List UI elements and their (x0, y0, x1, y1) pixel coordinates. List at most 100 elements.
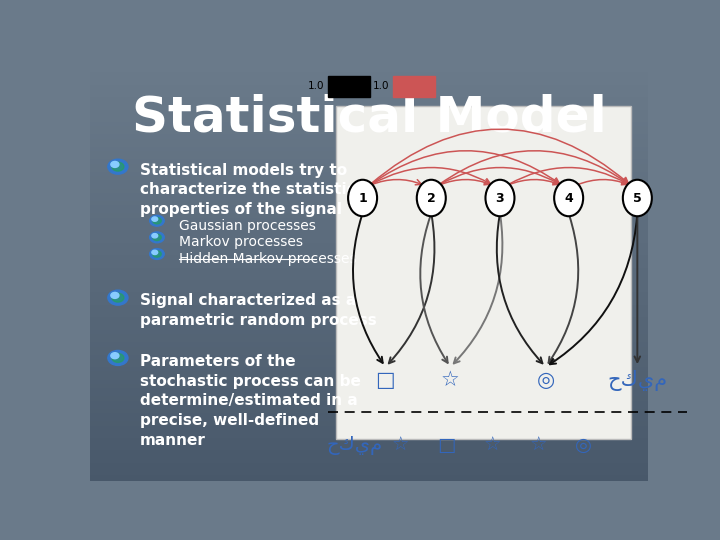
Bar (393, 76, 435, 97)
Bar (90, 331, 648, 335)
Bar (90, 198, 648, 202)
Bar (90, 173, 648, 177)
Bar (90, 148, 648, 152)
Bar (90, 460, 648, 464)
Bar (328, 76, 370, 97)
Bar (90, 277, 648, 281)
Circle shape (111, 161, 119, 167)
Text: ☆: ☆ (529, 436, 547, 455)
Bar (90, 289, 648, 294)
Bar (90, 119, 648, 123)
Circle shape (150, 232, 164, 243)
Bar (90, 65, 648, 69)
Bar (90, 82, 648, 85)
Bar (90, 206, 648, 210)
Bar (90, 348, 648, 352)
Text: □: □ (376, 370, 395, 390)
Circle shape (111, 292, 119, 299)
Bar (90, 152, 648, 156)
Bar (90, 181, 648, 185)
Bar (90, 310, 648, 314)
Bar (90, 435, 648, 439)
Bar (90, 385, 648, 389)
Bar (90, 177, 648, 181)
Bar (90, 319, 648, 322)
Circle shape (108, 350, 128, 366)
Bar (90, 239, 648, 244)
Circle shape (108, 290, 128, 305)
Bar (90, 464, 648, 468)
Text: 1: 1 (359, 192, 367, 205)
Bar (90, 85, 648, 90)
Text: Hidden Markov processes: Hidden Markov processes (179, 252, 357, 266)
Bar (90, 244, 648, 248)
Bar (90, 219, 648, 223)
Text: حكيم: حكيم (327, 436, 383, 455)
Bar (90, 468, 648, 472)
Bar (90, 414, 648, 418)
Bar (90, 140, 648, 144)
Text: 2: 2 (427, 192, 436, 205)
Text: 4: 4 (564, 192, 573, 205)
Bar (90, 402, 648, 406)
Bar (90, 456, 648, 460)
Bar (90, 202, 648, 206)
Bar (90, 210, 648, 214)
Text: Markov processes: Markov processes (179, 235, 303, 249)
Bar (90, 360, 648, 364)
Bar (90, 339, 648, 343)
Bar (90, 106, 648, 111)
Bar (90, 373, 648, 377)
Bar (90, 335, 648, 339)
Bar (90, 322, 648, 327)
Text: ☆: ☆ (392, 436, 410, 455)
Bar (90, 356, 648, 360)
Text: Parameters of the
stochastic process can be
determine/estimated in a
precise, we: Parameters of the stochastic process can… (140, 354, 361, 448)
Bar (90, 410, 648, 414)
Bar (90, 144, 648, 148)
Circle shape (150, 215, 164, 226)
Bar (90, 214, 648, 219)
Bar (90, 98, 648, 102)
Bar (90, 156, 648, 160)
Bar (90, 136, 648, 140)
Bar (90, 306, 648, 310)
Bar (90, 406, 648, 410)
Circle shape (152, 217, 158, 221)
Bar (90, 123, 648, 127)
Circle shape (108, 159, 128, 174)
Text: Statistical models try to
characterize the statistical
properties of the signal: Statistical models try to characterize t… (140, 163, 372, 217)
Text: ◎: ◎ (536, 370, 555, 390)
Bar (90, 168, 648, 173)
Bar (90, 252, 648, 256)
Bar (90, 364, 648, 368)
Text: ☆: ☆ (441, 370, 460, 390)
Bar (90, 235, 648, 239)
Bar (90, 73, 648, 77)
Bar (90, 422, 648, 427)
Text: 1.0: 1.0 (373, 81, 390, 91)
Bar (90, 439, 648, 443)
Bar (90, 256, 648, 260)
Bar (90, 447, 648, 451)
Bar (90, 298, 648, 302)
Bar (90, 227, 648, 231)
Bar (90, 190, 648, 194)
Bar (90, 185, 648, 190)
Circle shape (153, 218, 161, 224)
Bar (90, 165, 648, 168)
Text: □: □ (437, 436, 456, 455)
Bar (90, 160, 648, 165)
Text: ☆: ☆ (484, 436, 501, 455)
Bar (90, 260, 648, 265)
Bar (90, 265, 648, 268)
Bar (90, 389, 648, 393)
Bar (90, 268, 648, 273)
Text: حكيم: حكيم (607, 370, 667, 391)
Bar (90, 127, 648, 131)
Bar (90, 431, 648, 435)
Bar (90, 94, 648, 98)
Text: Gaussian processes: Gaussian processes (179, 219, 316, 233)
Bar (90, 111, 648, 114)
Bar (90, 397, 648, 402)
